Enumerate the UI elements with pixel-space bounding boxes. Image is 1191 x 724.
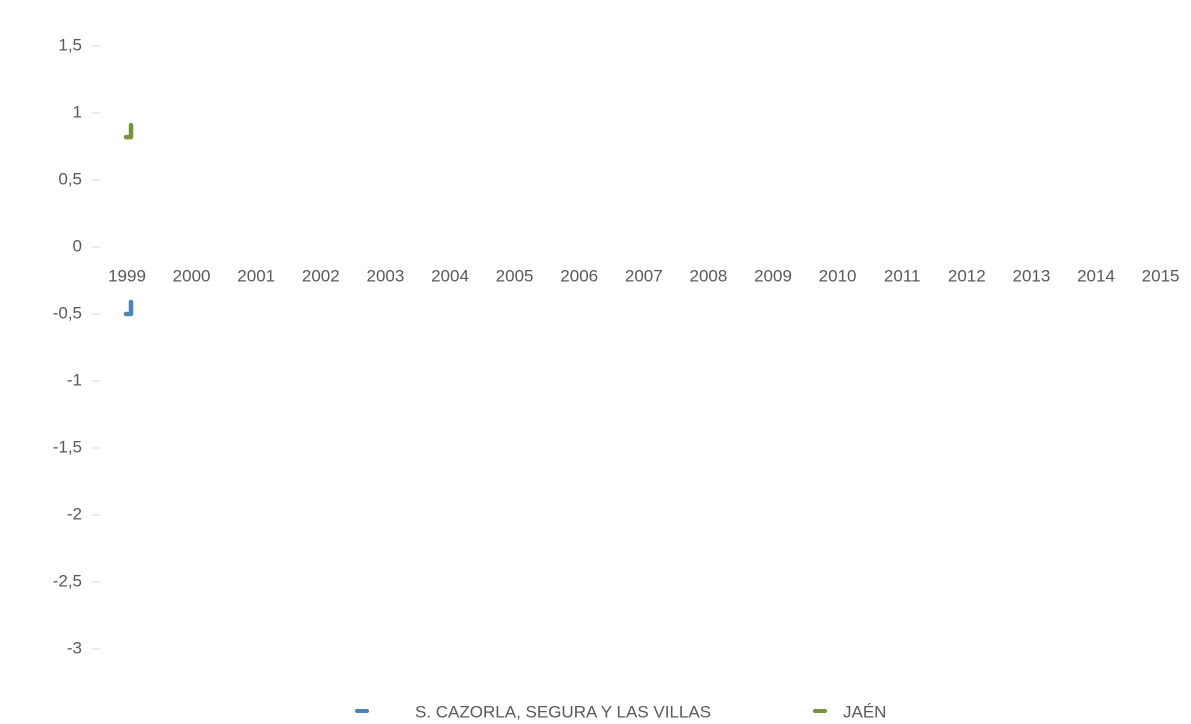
x-tick-label: 2000 [173,266,211,285]
y-tick-label: 1,5 [58,35,82,54]
line-point [123,122,134,140]
y-tick-label: 0,5 [58,169,82,188]
x-tick-label: 2012 [948,266,986,285]
x-tick-label: 2015 [1142,266,1180,285]
x-tick-label: 2007 [625,266,663,285]
y-tick-label: -2 [67,504,82,523]
x-tick-label: 2002 [302,266,340,285]
y-tick-label: -1,5 [53,437,82,456]
x-tick-label: 2013 [1012,266,1050,285]
y-tick-label: 0 [73,236,82,255]
line-point [123,299,134,317]
legend-label: JAÉN [843,702,886,721]
y-tick-label: -0,5 [53,303,82,322]
x-tick-label: 2014 [1077,266,1115,285]
y-tick-label: 1 [73,102,82,121]
y-tick-label: -3 [67,638,82,657]
x-tick-label: 2005 [496,266,534,285]
x-tick-label: 2001 [237,266,275,285]
y-tick-label: -1 [67,370,82,389]
x-tick-label: 2008 [689,266,727,285]
x-tick-label: 2006 [560,266,598,285]
x-tick-label: 2010 [819,266,857,285]
x-tick-label: 2011 [884,266,921,285]
x-tick-label: 2009 [754,266,792,285]
y-tick-label: -2,5 [53,571,82,590]
x-tick-label: 2003 [366,266,404,285]
x-tick-label: 1999 [108,266,146,285]
x-tick-label: 2004 [431,266,469,285]
legend-label: S. CAZORLA, SEGURA Y LAS VILLAS [415,702,711,721]
